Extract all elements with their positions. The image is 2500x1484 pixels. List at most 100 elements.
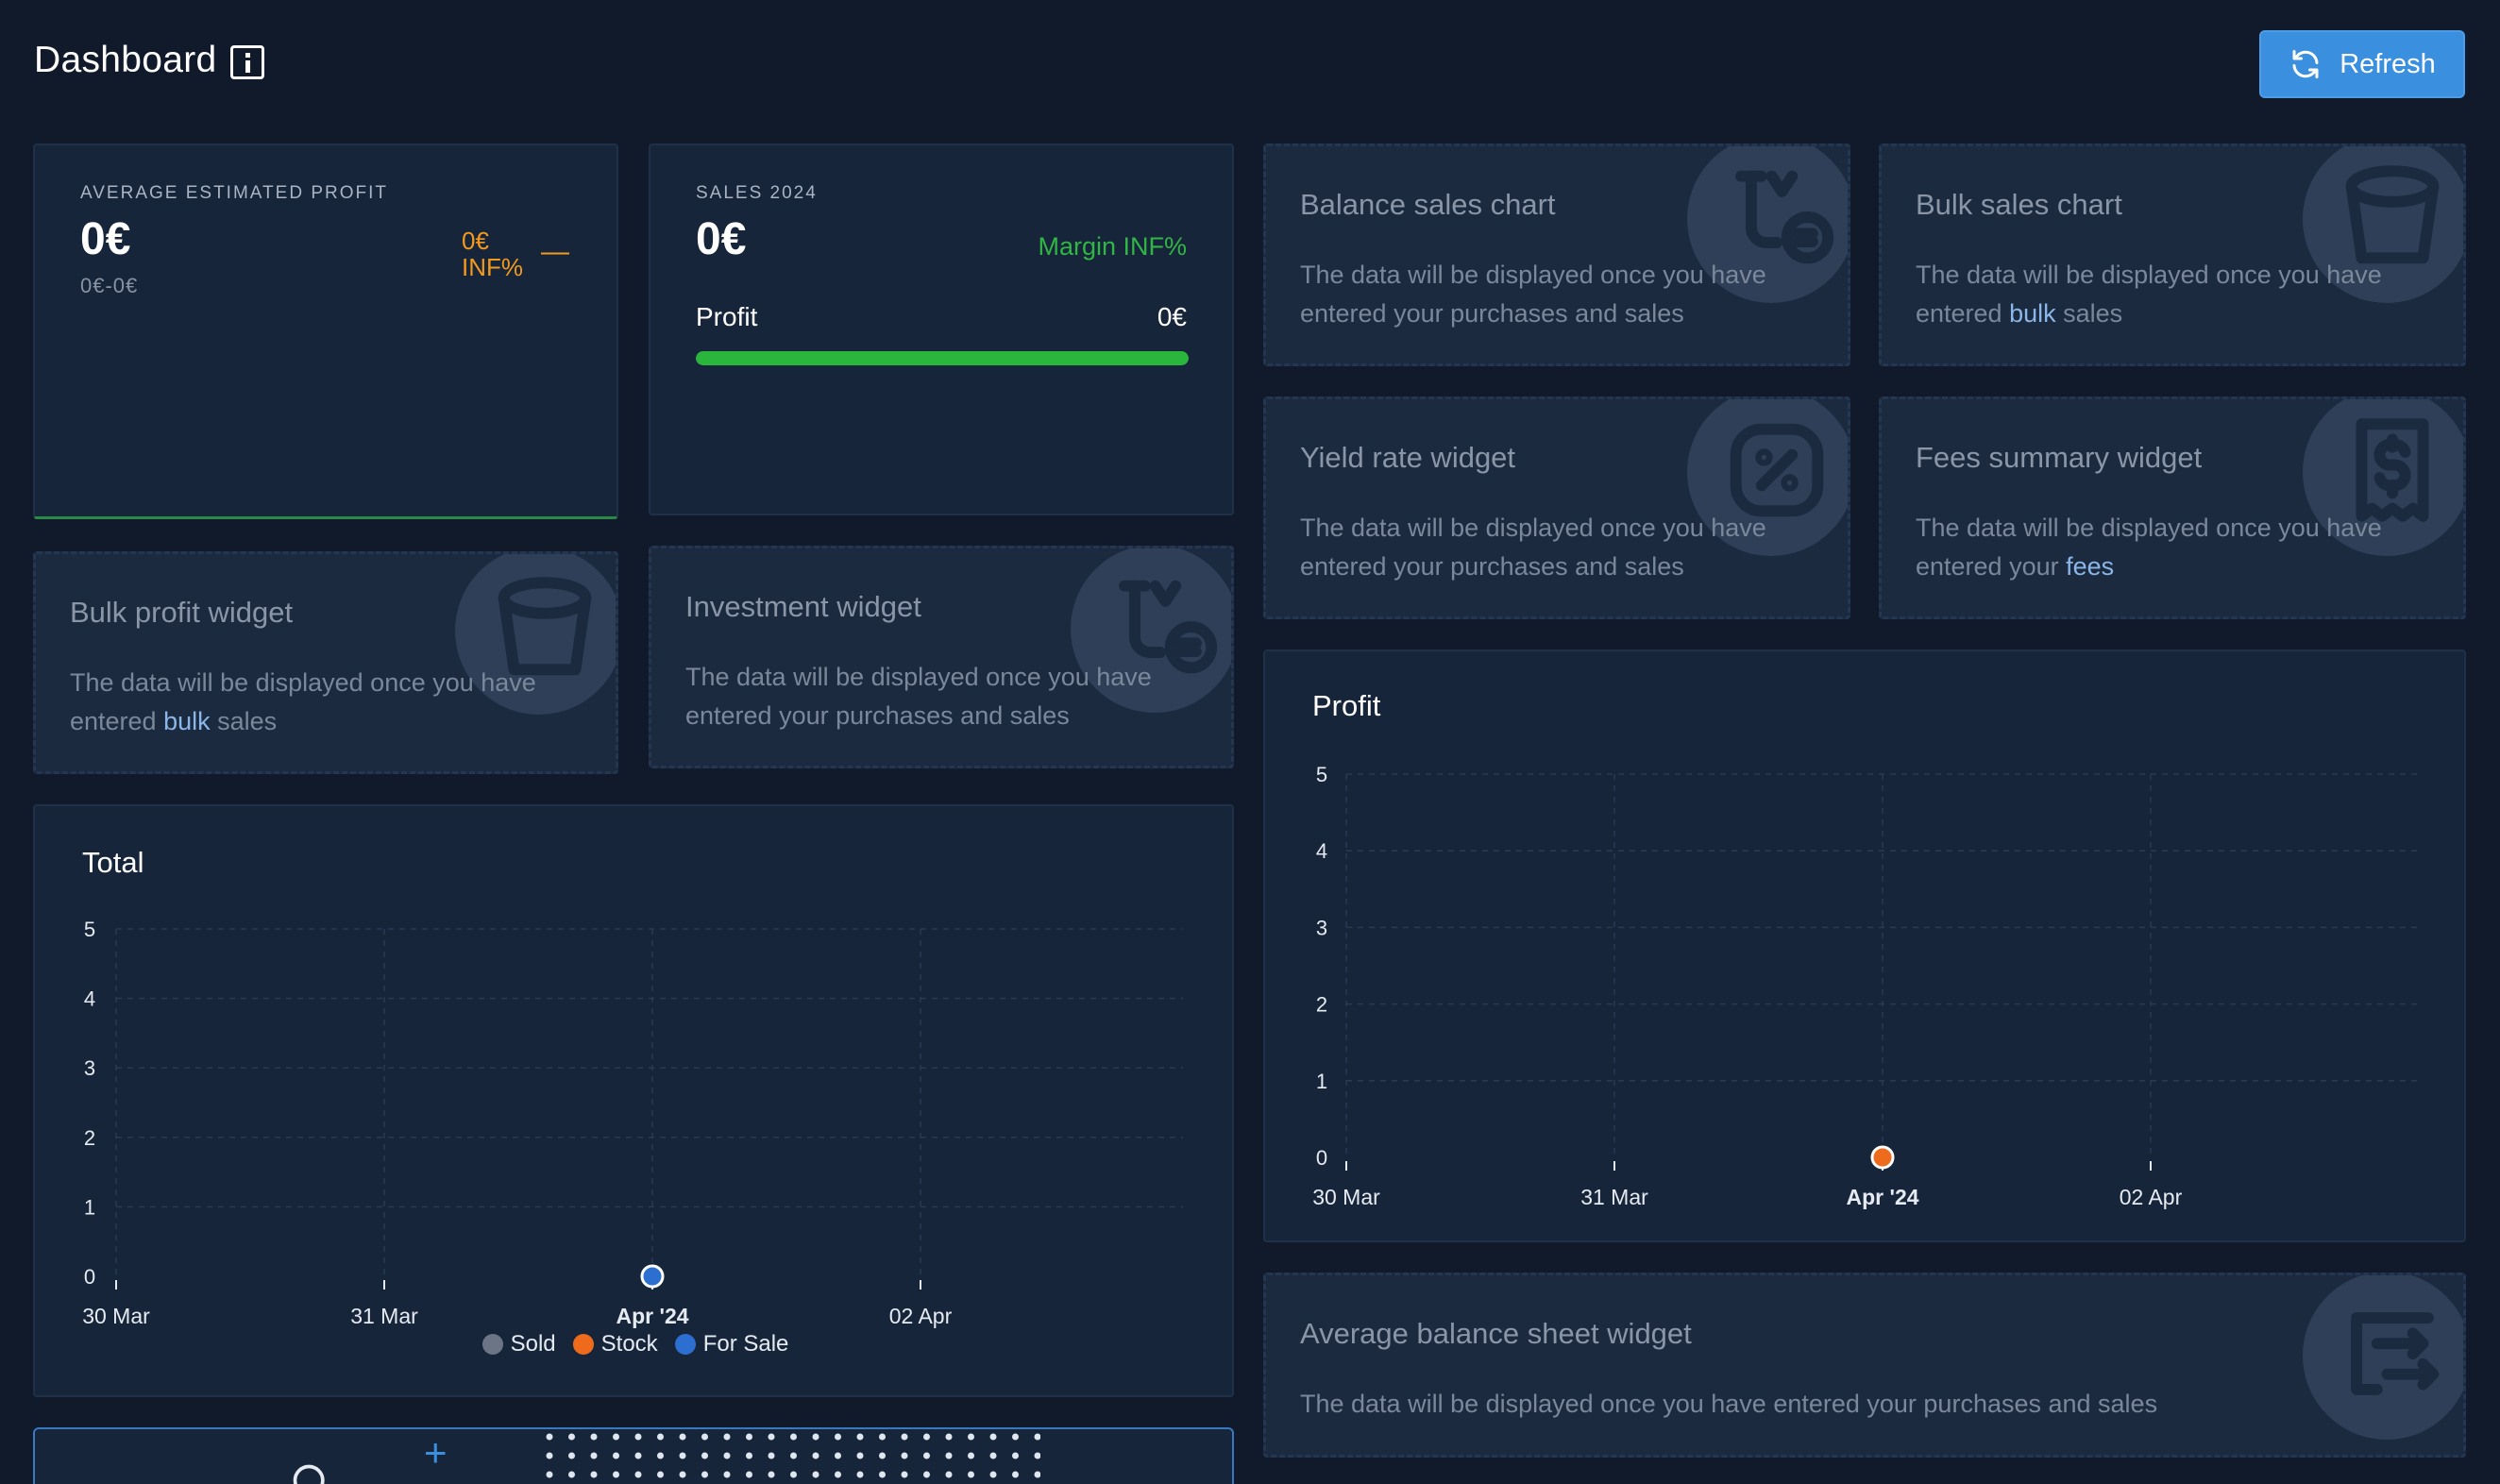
pattern-dot <box>657 1471 664 1478</box>
pattern-dot <box>856 1471 864 1478</box>
total-chart-card: Total 0 1 2 3 4 5 30 Mar 31 Mar Apr '24 02 Apr So… <box>33 804 1234 1397</box>
refresh-button[interactable]: Refresh <box>2259 30 2465 98</box>
pattern-dot <box>989 1433 997 1441</box>
y-tick-label: 5 <box>1316 763 1327 786</box>
y-tick-label: 4 <box>1316 839 1327 863</box>
pattern-dot <box>901 1471 908 1478</box>
pattern-dot <box>634 1471 642 1478</box>
bucket-icon <box>455 554 616 715</box>
pattern-dot <box>945 1471 953 1478</box>
yield-rate-desc: The data will be displayed once you have… <box>1300 514 1766 581</box>
legend-dot <box>572 1334 594 1355</box>
search-icon <box>293 1464 325 1484</box>
pattern-dot <box>835 1471 841 1478</box>
receipt-euro-icon <box>1071 548 1231 713</box>
receipt-dollar-icon <box>2303 399 2463 556</box>
avg-profit-delta-value: 0€ <box>462 227 489 255</box>
x-tick-label: Apr '24 <box>1846 1185 1918 1209</box>
pattern-dot <box>989 1471 997 1478</box>
pattern-dot <box>1012 1433 1019 1441</box>
sales-margin: Margin INF% <box>1038 232 1187 261</box>
data-point-for-sale[interactable] <box>640 1264 665 1289</box>
y-tick-label: 0 <box>1316 1146 1327 1170</box>
balance-sales-desc: The data will be displayed once you have… <box>1300 261 1766 328</box>
pattern-dot <box>1012 1452 1019 1459</box>
bulk-profit-desc-pre: The data will be displayed once you have… <box>70 668 536 735</box>
bulk-sales-link[interactable]: bulk <box>2009 299 2056 328</box>
pattern-dot <box>746 1471 752 1478</box>
transfer-icon <box>2303 1275 2463 1440</box>
total-chart-legend: Sold Stock For Sale <box>35 1331 1236 1358</box>
pattern-dot <box>679 1452 686 1459</box>
pattern-dot <box>879 1471 886 1478</box>
y-tick-label: 1 <box>84 1195 95 1219</box>
pattern-dot <box>590 1433 598 1441</box>
pattern-dot <box>768 1452 775 1459</box>
yield-rate-title: Yield rate widget <box>1300 441 1516 474</box>
pattern-dot <box>812 1452 819 1459</box>
pattern-dot <box>945 1452 953 1459</box>
pattern-dot <box>568 1452 575 1459</box>
sales-card: SALES 2024 0€ Margin INF% Profit 0€ <box>649 143 1234 515</box>
pattern-dot <box>613 1452 619 1459</box>
pattern-dot <box>901 1433 908 1441</box>
fees-link[interactable]: fees <box>2066 552 2115 581</box>
x-tick-label: 30 Mar <box>82 1304 150 1328</box>
yield-rate-widget: Yield rate widget The data will be displ… <box>1263 396 1850 619</box>
legend-item-for-sale[interactable]: For Sale <box>674 1331 789 1358</box>
avg-balance-widget: Average balance sheet widget The data wi… <box>1263 1273 2466 1458</box>
info-icon[interactable] <box>230 45 264 79</box>
pattern-dot <box>701 1452 708 1459</box>
pattern-dot <box>812 1433 819 1441</box>
refresh-icon <box>2292 50 2319 78</box>
pattern-dot <box>768 1433 775 1441</box>
pattern-dot <box>968 1452 974 1459</box>
balance-sales-title: Balance sales chart <box>1300 188 1556 221</box>
legend-item-sold[interactable]: Sold <box>481 1331 556 1358</box>
avg-profit-card: AVERAGE ESTIMATED PROFIT 0€ 0€-0€ 0€ INF… <box>33 143 618 519</box>
y-tick-label: 2 <box>1316 993 1327 1017</box>
pattern-dot <box>856 1452 864 1459</box>
data-point-profit[interactable] <box>1870 1145 1895 1170</box>
fees-summary-desc: The data will be displayed once you have… <box>1916 509 2444 586</box>
pattern-dot <box>746 1452 752 1459</box>
x-tick-label: 02 Apr <box>889 1304 953 1328</box>
avg-profit-value: 0€ <box>80 214 131 264</box>
pattern-dot <box>879 1433 886 1441</box>
pattern-dot <box>901 1452 908 1459</box>
legend-item-stock[interactable]: Stock <box>572 1331 658 1358</box>
y-tick-label: 0 <box>84 1265 95 1289</box>
bulk-sales-desc-pre: The data will be displayed once you have… <box>1916 261 2382 328</box>
y-tick-label: 4 <box>84 987 95 1011</box>
avg-profit-range: 0€-0€ <box>80 274 139 297</box>
pattern-dot <box>723 1433 731 1441</box>
x-tick-label: 02 Apr <box>2120 1185 2183 1209</box>
bottom-card: + <box>33 1427 1234 1484</box>
bulk-sales-desc-post: sales <box>2055 299 2123 328</box>
pattern-dot <box>835 1452 841 1459</box>
y-tick-label: 3 <box>1316 916 1327 939</box>
total-chart: 0 1 2 3 4 5 30 Mar 31 Mar Apr '24 02 Apr <box>82 918 1183 1328</box>
plus-icon[interactable]: + <box>424 1430 448 1475</box>
balance-sales-widget: Balance sales chart The data will be dis… <box>1263 143 1850 366</box>
pattern-dot <box>790 1452 797 1459</box>
y-tick-label: 1 <box>1316 1070 1327 1093</box>
profit-chart: 0 1 2 3 4 5 30 Mar 31 Mar Apr '24 02 Apr <box>1312 763 2417 1209</box>
bulk-sales-widget: Bulk sales chart The data will be displa… <box>1879 143 2466 366</box>
sales-value: 0€ <box>696 214 747 264</box>
x-tick-label: 30 Mar <box>1312 1185 1380 1209</box>
y-tick-label: 3 <box>84 1056 95 1080</box>
bulk-profit-title: Bulk profit widget <box>70 596 294 629</box>
pattern-dot <box>1034 1452 1040 1459</box>
profit-chart-card: Profit 0 1 2 3 4 5 30 Mar 31 Mar Apr '24 02 Apr <box>1263 649 2466 1242</box>
bulk-profit-link[interactable]: bulk <box>163 707 211 735</box>
y-tick-label: 2 <box>84 1126 95 1150</box>
pattern-dot <box>968 1433 974 1441</box>
profit-progress-fill <box>696 351 1189 365</box>
pattern-dot <box>546 1433 553 1441</box>
pattern-dot <box>613 1433 619 1441</box>
pattern-dot <box>812 1471 819 1478</box>
legend-label: For Sale <box>702 1331 789 1357</box>
investment-desc: The data will be displayed once you have… <box>685 663 1152 730</box>
avg-balance-desc: The data will be displayed once you have… <box>1300 1390 2158 1418</box>
